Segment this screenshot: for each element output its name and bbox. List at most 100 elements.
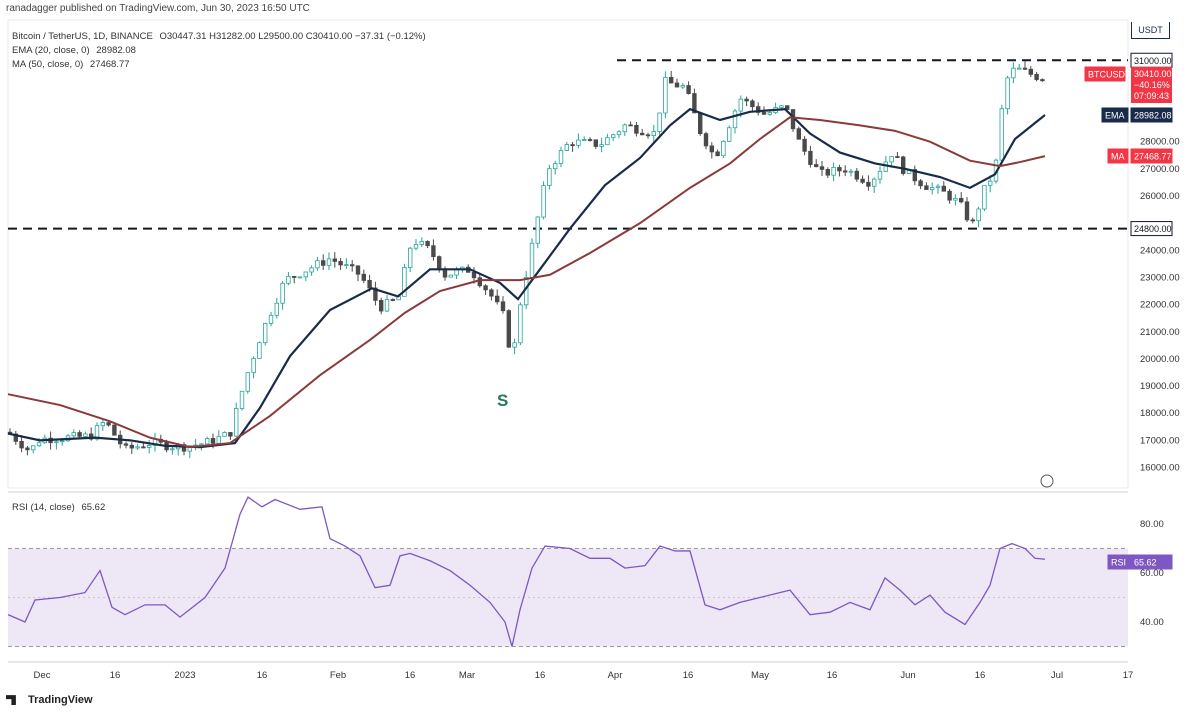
symbol-name: Bitcoin / TetherUS, 1D, BINANCE xyxy=(12,31,153,42)
candle-body xyxy=(181,444,187,452)
candle-body xyxy=(570,144,575,147)
time-axis-label: 16 xyxy=(975,670,986,681)
tag-last-price-box xyxy=(1131,67,1172,103)
candle-body xyxy=(663,76,668,114)
candle-body xyxy=(402,267,407,297)
tag-last-price-text: 07:09:43 xyxy=(1134,91,1169,101)
candle-body xyxy=(291,276,297,278)
price-tick-label: 16000.00 xyxy=(1140,463,1180,474)
candle-body xyxy=(767,112,772,115)
candle-body xyxy=(471,271,477,279)
rsi-legend[interactable]: RSI (14, close) 65.62 xyxy=(12,502,105,513)
candle-body xyxy=(628,124,633,127)
tag-rsi-name: RSI xyxy=(1107,554,1131,570)
ema-legend[interactable]: EMA (20, close, 0) 28982.08 xyxy=(12,45,136,56)
candle-body xyxy=(547,168,552,186)
time-axis-label: 16 xyxy=(257,670,268,681)
ma-legend[interactable]: MA (50, close, 0) 27468.77 xyxy=(12,59,130,70)
candle-body xyxy=(582,139,587,141)
tag-last-price-text: −40.16% xyxy=(1134,80,1170,90)
candle-body xyxy=(1034,74,1039,80)
symbol-legend: Bitcoin / TetherUS, 1D, BINANCE O30447.3… xyxy=(12,31,426,42)
ma-value: 27468.77 xyxy=(89,59,130,70)
candle-body xyxy=(837,167,842,172)
candle-body xyxy=(941,185,946,192)
tag-ema-name-text: EMA xyxy=(1105,111,1125,121)
price-pane xyxy=(7,19,1129,489)
tag-ema-name-box xyxy=(1101,107,1129,123)
candle-body xyxy=(651,131,656,136)
candle-body xyxy=(286,276,291,284)
ema-value: 28982.08 xyxy=(96,45,136,56)
time-axis-label: 2023 xyxy=(174,670,195,681)
candle-body xyxy=(1022,67,1028,70)
candle-body xyxy=(889,156,894,163)
time-axis-label: Feb xyxy=(330,670,346,681)
candle-body xyxy=(576,139,581,146)
candle-body xyxy=(901,156,906,174)
candle-body xyxy=(935,185,941,188)
candle-body xyxy=(640,132,645,136)
candle-body xyxy=(947,190,952,201)
candle-body xyxy=(634,125,639,134)
tag-31000: 31000.00 xyxy=(1130,52,1173,68)
tag-rsi-name-text: RSI xyxy=(1111,558,1126,568)
tag-symbol-box xyxy=(1084,66,1126,82)
ma-50-line xyxy=(7,116,1046,449)
tag-rsi-value: 65.62 xyxy=(1130,554,1173,570)
candle-body xyxy=(605,137,610,146)
tag-24800-text: 24800.00 xyxy=(1134,224,1172,234)
candle-body xyxy=(30,445,36,451)
candle-body xyxy=(315,260,320,269)
candle-body xyxy=(361,273,366,281)
candle-body xyxy=(268,314,274,324)
event-marker-icon xyxy=(1040,474,1054,488)
candle-body xyxy=(141,446,146,449)
candle-body xyxy=(228,432,233,437)
candle-body xyxy=(262,322,268,344)
tag-ma-value: 27468.77 xyxy=(1130,148,1173,164)
candle-body xyxy=(599,144,604,147)
time-axis-label: Apr xyxy=(608,670,623,681)
price-tick-label: 18000.00 xyxy=(1140,408,1180,419)
candle-body xyxy=(442,268,448,278)
candle-body xyxy=(657,112,662,133)
candle-body xyxy=(686,85,691,94)
candle-body xyxy=(843,170,848,173)
candle-body xyxy=(982,184,987,210)
candle-body xyxy=(669,76,674,84)
candle-body xyxy=(761,112,767,115)
rsi-tick-label: 60.00 xyxy=(1140,568,1164,579)
candle-body xyxy=(587,139,593,141)
tag-ma-name-text: MA xyxy=(1111,152,1125,162)
rsi-line xyxy=(7,496,1046,647)
candle-body xyxy=(448,274,453,278)
candle-body xyxy=(964,201,970,221)
rsi-value: 65.62 xyxy=(81,502,106,513)
ma-label: MA (50, close, 0) xyxy=(12,59,84,70)
time-axis-label: 17 xyxy=(1123,670,1134,681)
candle-body xyxy=(918,180,923,187)
candle-body xyxy=(25,447,30,451)
candle-body xyxy=(436,256,442,270)
candle-body xyxy=(390,299,395,301)
candle-body xyxy=(715,151,720,157)
candle-body xyxy=(564,144,569,151)
time-axis-label: 16 xyxy=(535,670,546,681)
candle-body xyxy=(483,285,488,291)
candle-body xyxy=(976,208,981,222)
currency-label[interactable]: USDT xyxy=(1131,22,1170,39)
annotation-label: S xyxy=(497,391,508,410)
candle-body xyxy=(860,178,865,183)
candle-body xyxy=(727,127,732,142)
candles-group xyxy=(7,61,1045,459)
candle-body xyxy=(112,424,117,436)
candle-body xyxy=(129,444,134,449)
candle-body xyxy=(257,342,262,359)
candle-body xyxy=(251,358,256,374)
candle-body xyxy=(146,445,152,448)
candle-body xyxy=(210,438,216,444)
rsi-label: RSI (14, close) xyxy=(12,502,75,513)
tag-symbol-text: BTCUSDT xyxy=(1088,70,1131,80)
